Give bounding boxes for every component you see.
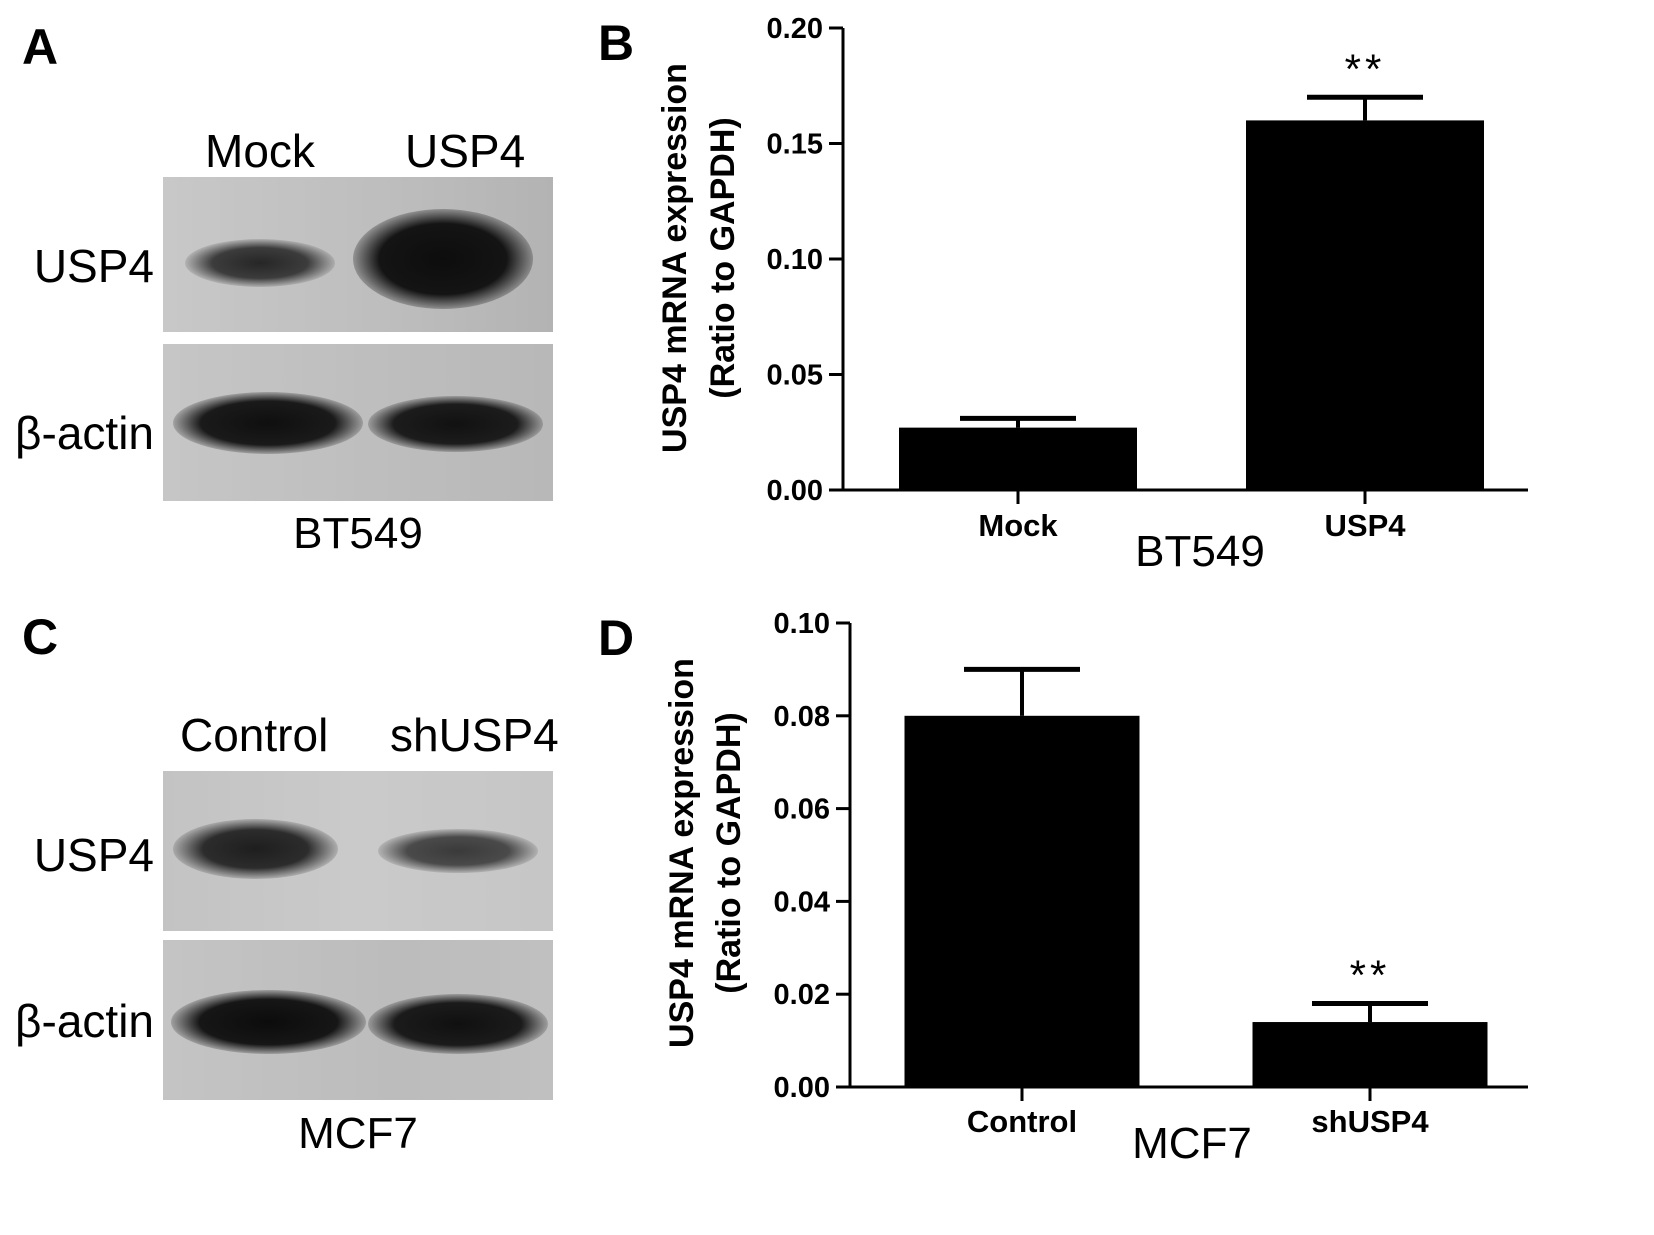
blot-usp4-c [163, 771, 553, 931]
x-tick-label: USP4 [1325, 508, 1407, 543]
band-control-usp4 [173, 819, 338, 879]
panel-letter-b: B [598, 15, 634, 71]
panel-letter-d: D [598, 610, 634, 666]
lane-label-control: Control [180, 709, 329, 761]
significance-marker: ** [1345, 45, 1386, 92]
y-axis-label: (Ratio to GAPDH) [710, 712, 748, 993]
y-tick-label: 0.06 [774, 794, 830, 826]
x-tick-label: shUSP4 [1311, 1104, 1429, 1139]
band-usp4-actin [368, 396, 543, 452]
y-tick-label: 0.08 [774, 701, 830, 733]
panel-letter-a: A [22, 19, 59, 75]
x-axis-label: BT549 [1135, 527, 1265, 576]
blot-actin-c [163, 940, 553, 1100]
x-axis-label: MCF7 [1132, 1119, 1252, 1168]
significance-marker: ** [1350, 951, 1391, 998]
x-tick-label: Control [967, 1104, 1077, 1139]
band-shusp4-usp4 [378, 829, 538, 873]
y-axis-label: USP4 mRNA expression [663, 658, 701, 1048]
y-tick-label: 0.04 [774, 886, 830, 918]
y-tick-label: 0.15 [767, 129, 823, 161]
y-tick-label: 0.00 [767, 475, 823, 507]
band-shusp4-actin [368, 994, 548, 1054]
cell-line-label-a: BT549 [293, 509, 423, 558]
band-mock-actin [173, 392, 363, 454]
bar-usp4 [1246, 120, 1484, 491]
row-label-actin-c: β-actin [15, 995, 154, 1047]
band-usp4-usp4 [353, 209, 533, 309]
bar-mock [899, 427, 1137, 490]
y-tick-label: 0.20 [767, 13, 823, 45]
x-tick-label: Mock [978, 508, 1058, 543]
lane-label-shusp4: shUSP4 [390, 709, 559, 761]
row-label-actin-a: β-actin [15, 407, 154, 459]
cell-line-label-c: MCF7 [298, 1109, 418, 1158]
lane-label-usp4: USP4 [405, 125, 526, 177]
blot-usp4-a [163, 177, 553, 332]
y-axis-label: (Ratio to GAPDH) [704, 117, 742, 398]
blot-actin-a [163, 344, 553, 501]
band-mock-usp4 [185, 239, 335, 287]
y-tick-label: 0.10 [767, 244, 823, 276]
y-tick-label: 0.10 [774, 608, 830, 640]
y-tick-label: 0.05 [767, 360, 823, 392]
panel-letter-c: C [22, 609, 59, 665]
y-tick-label: 0.02 [774, 979, 830, 1011]
lane-label-mock: Mock [205, 125, 315, 177]
row-label-usp4-c: USP4 [33, 829, 154, 881]
band-control-actin [171, 990, 366, 1054]
bar-shusp4 [1252, 1022, 1488, 1087]
y-tick-label: 0.00 [774, 1072, 830, 1104]
bar-control [904, 715, 1140, 1087]
row-label-usp4-a: USP4 [33, 240, 154, 292]
y-axis-label: USP4 mRNA expression [656, 63, 694, 453]
